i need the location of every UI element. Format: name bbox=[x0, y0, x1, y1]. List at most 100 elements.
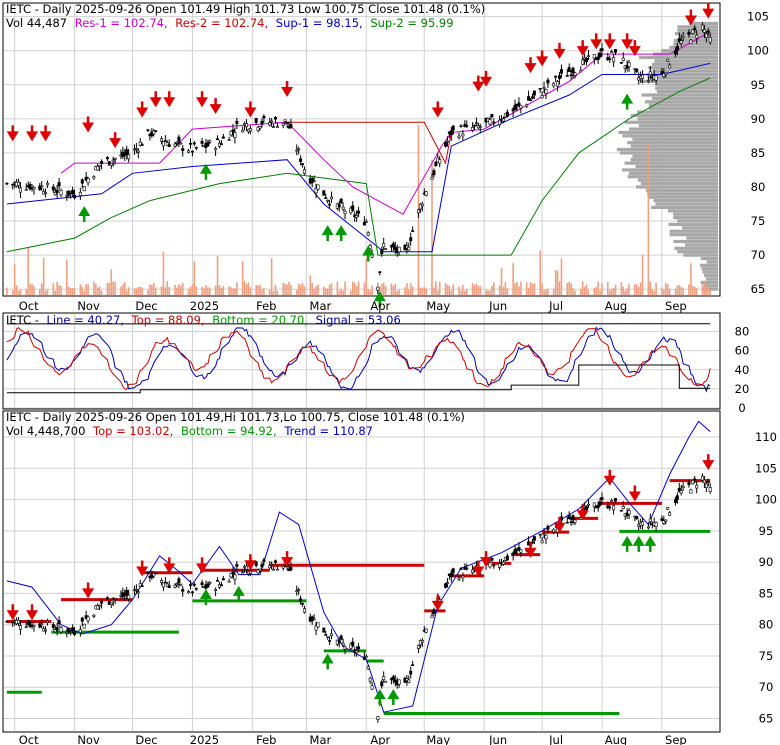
trend-candle-body bbox=[301, 602, 305, 605]
price-candle-body bbox=[391, 243, 395, 248]
profile-bar bbox=[621, 168, 718, 172]
trend-month-Aug: Aug bbox=[605, 733, 627, 745]
trend-candle-body bbox=[152, 572, 156, 577]
price-candle-body bbox=[80, 179, 84, 184]
trend-candle-body bbox=[173, 584, 177, 588]
down-arrow-11 bbox=[281, 87, 294, 98]
volume-bar bbox=[500, 267, 503, 295]
trend-up-arrow-6 bbox=[632, 535, 645, 546]
price-candle-body bbox=[71, 190, 75, 195]
price-candle-body bbox=[245, 123, 249, 128]
trend-candle-body bbox=[281, 565, 285, 569]
volume-bar bbox=[475, 283, 478, 295]
price-candle-body bbox=[407, 246, 411, 251]
trend-candle-body bbox=[492, 564, 496, 567]
trend-down-arrow-2 bbox=[82, 588, 95, 599]
price-candle-body bbox=[258, 126, 262, 129]
price-candle-body bbox=[289, 124, 293, 128]
panel-price-grid bbox=[4, 4, 719, 295]
trend-candle-body bbox=[641, 521, 645, 526]
profile-bar bbox=[677, 250, 718, 254]
trend-candle-body bbox=[46, 620, 50, 624]
price-label-85: 85 bbox=[751, 146, 766, 160]
down-arrow-8 bbox=[196, 97, 209, 108]
price-candle-body bbox=[627, 62, 631, 67]
price-candle-body bbox=[53, 192, 57, 196]
volume-bar bbox=[96, 287, 99, 295]
volume-bar bbox=[465, 288, 468, 295]
price-candle-body bbox=[641, 74, 645, 79]
trend-candle-body bbox=[542, 533, 546, 535]
month-label-2025: 2025 bbox=[190, 299, 219, 313]
volume-bar bbox=[607, 282, 609, 295]
volume-bar bbox=[40, 283, 43, 295]
volume-bar bbox=[180, 285, 182, 295]
price-candle-body bbox=[73, 194, 77, 199]
price-candle-body bbox=[666, 58, 670, 62]
trend-candle-body bbox=[585, 506, 589, 510]
price-candle-body bbox=[384, 248, 388, 250]
price-candle-body bbox=[40, 185, 44, 188]
price-candle-body bbox=[18, 187, 22, 193]
trend-axis-labels: 110 105 100 95 90 85 80 75 70 65 bbox=[755, 430, 777, 725]
price-candle-body bbox=[30, 184, 34, 188]
volume-bar bbox=[545, 289, 547, 295]
trend-candle-body bbox=[51, 624, 55, 628]
volume-bar bbox=[599, 290, 601, 295]
trend-candle-body bbox=[273, 560, 277, 563]
profile-bar bbox=[647, 76, 718, 80]
volume-bar bbox=[98, 286, 101, 295]
profile-bar bbox=[656, 89, 718, 94]
trend-candle-body bbox=[704, 483, 708, 488]
volume-bar bbox=[663, 289, 665, 295]
price-candle-body bbox=[706, 30, 710, 33]
profile-bar bbox=[701, 267, 718, 271]
trend-month-Jun: Jun bbox=[488, 733, 507, 745]
volume-bar bbox=[191, 283, 194, 295]
price-candle-body bbox=[100, 161, 104, 164]
price-candle-body bbox=[472, 124, 476, 127]
profile-bar bbox=[654, 59, 718, 63]
profile-bar bbox=[627, 141, 718, 145]
volume-bar bbox=[311, 282, 313, 295]
trend-candle-body bbox=[596, 505, 600, 509]
volume-bar bbox=[166, 281, 169, 295]
trend-candle-body bbox=[200, 582, 204, 586]
volume-bar bbox=[201, 286, 203, 295]
down-arrow-10 bbox=[244, 107, 257, 118]
price-candle-body bbox=[5, 182, 9, 185]
down-arrow-4 bbox=[109, 138, 122, 149]
profile-bar bbox=[630, 113, 718, 118]
profile-bar bbox=[669, 229, 718, 233]
legend-osc-title: IETC - bbox=[6, 313, 39, 327]
profile-bar bbox=[685, 243, 718, 247]
trend-candle-body bbox=[289, 567, 293, 571]
trend-candle-body bbox=[146, 571, 150, 574]
trend-candle-body bbox=[364, 655, 368, 658]
price-candle-body bbox=[330, 196, 334, 200]
price-candle-body bbox=[488, 119, 492, 125]
volume-bar bbox=[249, 287, 252, 295]
price-candle-body bbox=[312, 180, 316, 182]
price-candle-body bbox=[355, 215, 359, 218]
volume-bar bbox=[245, 284, 248, 295]
price-candle-body bbox=[163, 140, 167, 142]
trend-candle-body bbox=[322, 627, 326, 633]
profile-bar bbox=[705, 277, 718, 281]
volume-bar bbox=[152, 282, 155, 295]
trend-month-Mar: Mar bbox=[310, 733, 332, 745]
volume-bar bbox=[164, 287, 167, 295]
volume-bar bbox=[479, 286, 482, 295]
osc-label-80: 80 bbox=[735, 325, 750, 339]
volume-bar bbox=[189, 286, 192, 295]
trend-candle-body bbox=[134, 588, 138, 591]
trend-candle-body bbox=[295, 590, 299, 592]
trend-candle-body bbox=[546, 526, 550, 530]
volume-bar bbox=[195, 286, 198, 295]
price-candle-body bbox=[283, 119, 287, 122]
volume-bar bbox=[608, 290, 611, 295]
price-candle-body bbox=[125, 149, 129, 155]
legend-sup2: Sup-2 = 95.99 bbox=[370, 16, 453, 30]
trend-candle-body bbox=[53, 629, 57, 633]
price-candle-body bbox=[362, 221, 366, 226]
